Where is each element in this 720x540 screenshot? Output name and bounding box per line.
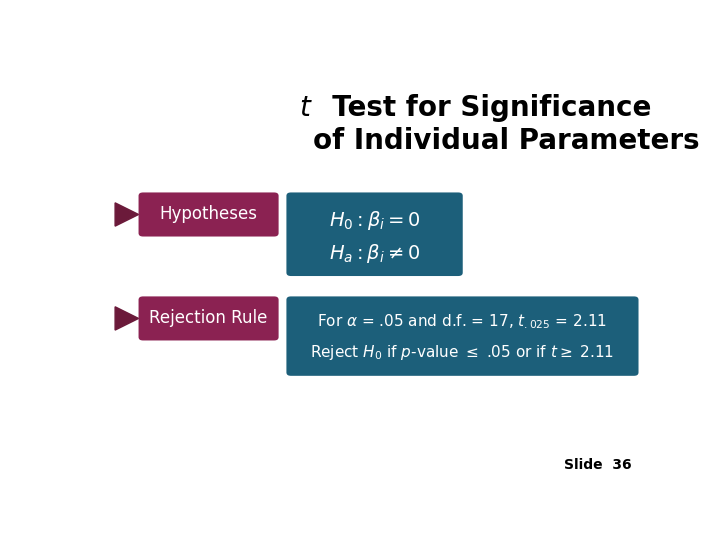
FancyBboxPatch shape bbox=[287, 192, 463, 276]
Text: Slide  36: Slide 36 bbox=[564, 458, 631, 472]
FancyBboxPatch shape bbox=[138, 296, 279, 341]
Text: Rejection Rule: Rejection Rule bbox=[149, 309, 268, 327]
Text: Test for Significance
of Individual Parameters: Test for Significance of Individual Para… bbox=[313, 94, 700, 156]
Polygon shape bbox=[115, 203, 138, 226]
FancyBboxPatch shape bbox=[287, 296, 639, 376]
Text: Hypotheses: Hypotheses bbox=[160, 206, 258, 224]
Polygon shape bbox=[115, 307, 138, 330]
Text: $t$: $t$ bbox=[300, 94, 313, 122]
Text: $H_0 : \beta_i = 0$: $H_0 : \beta_i = 0$ bbox=[329, 209, 420, 232]
Text: For $\alpha$ = .05 and d.f. = 17, $t_{.025}$ = 2.11: For $\alpha$ = .05 and d.f. = 17, $t_{.0… bbox=[318, 312, 608, 331]
Text: $H_a : \beta_i \neq 0$: $H_a : \beta_i \neq 0$ bbox=[329, 242, 420, 265]
Text: Reject $H_0$ if $p$-value $\leq$ .05 or if $t \geq$ 2.11: Reject $H_0$ if $p$-value $\leq$ .05 or … bbox=[310, 342, 615, 362]
FancyBboxPatch shape bbox=[138, 192, 279, 237]
